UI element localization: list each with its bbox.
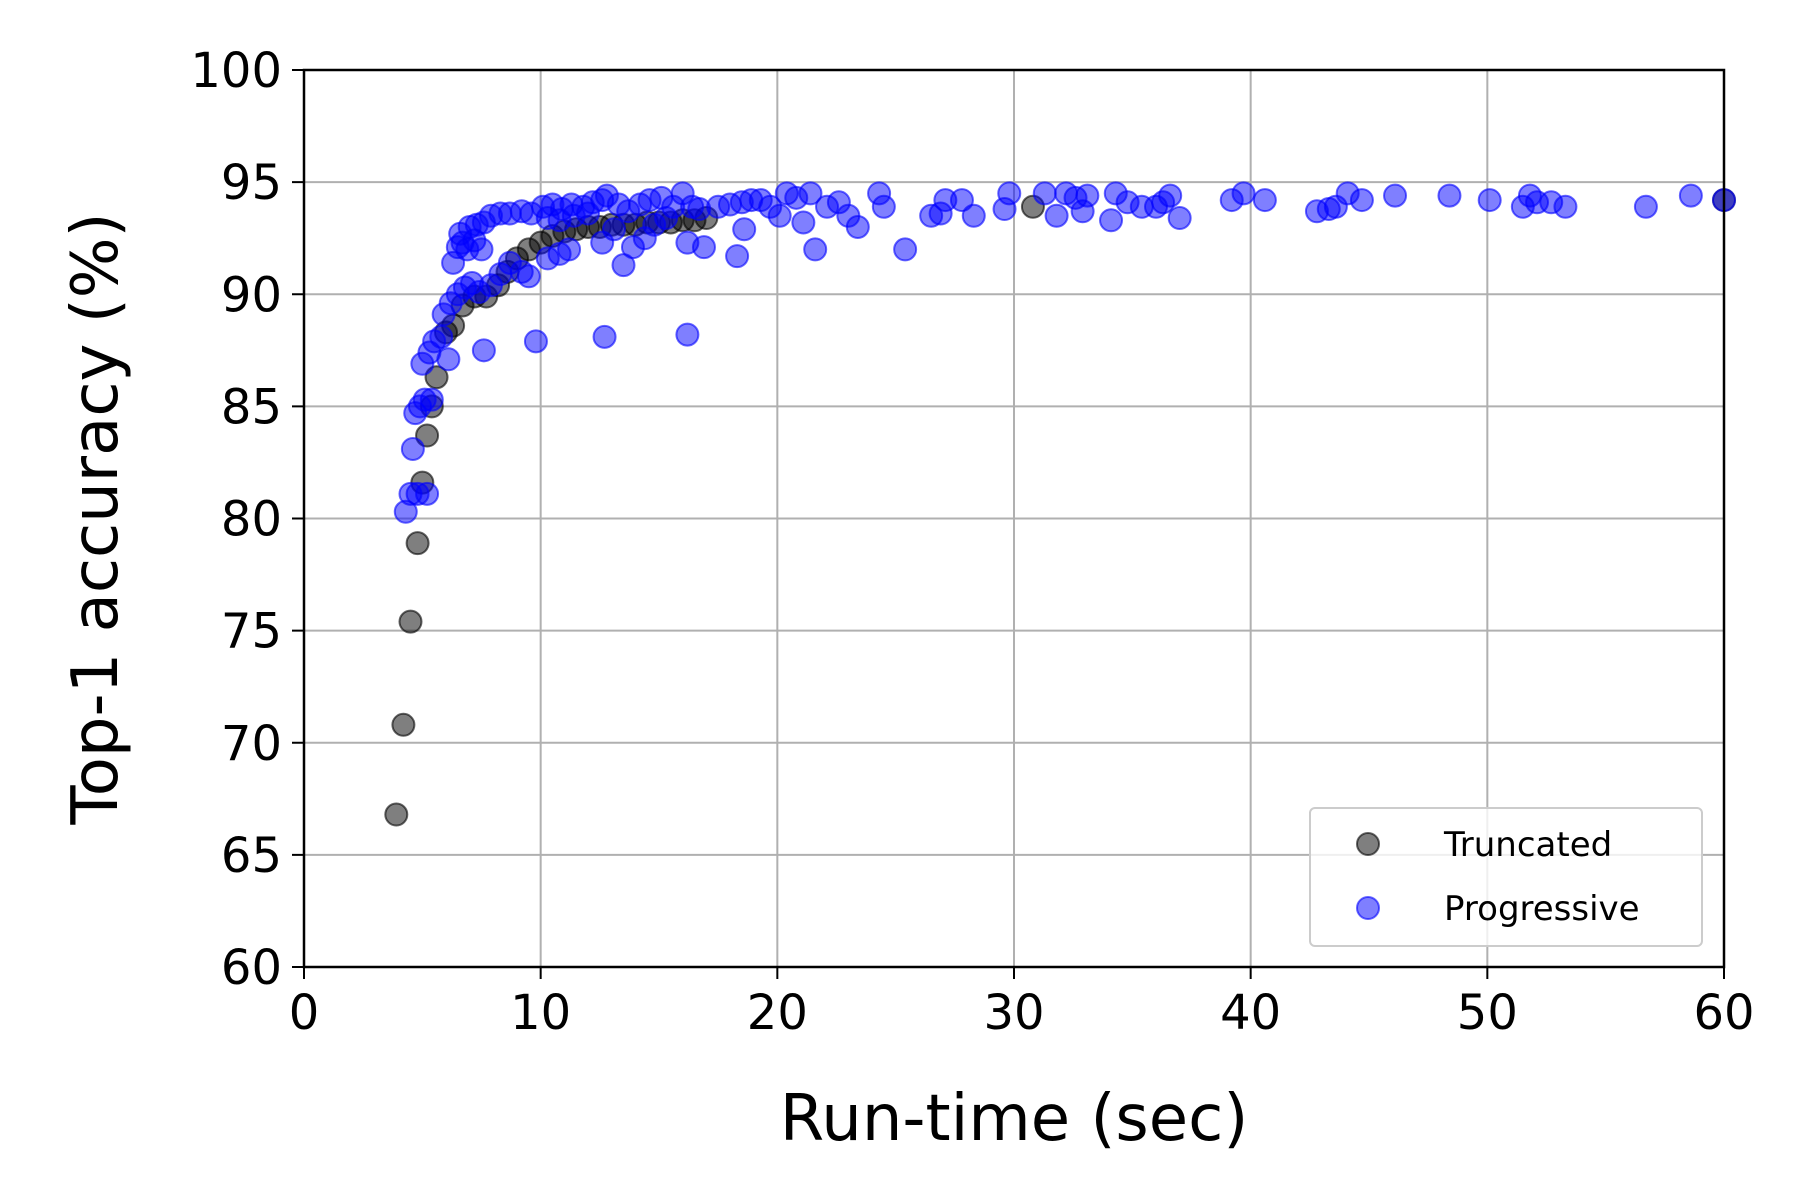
axis-ticks: 0 10 20 30 40 50 60 60 65 70 75 80 85 90 95 100 <box>190 43 1754 1041</box>
point-truncated <box>384 802 409 827</box>
point-progressive <box>576 201 600 226</box>
point-progressive <box>602 217 627 242</box>
legend-marker-truncated <box>1356 832 1380 856</box>
y-tick-label: 85 <box>221 379 282 435</box>
point-progressive <box>961 203 986 228</box>
x-tick-label: 0 <box>289 985 320 1041</box>
point-progressive <box>1678 183 1703 208</box>
point-progressive <box>592 324 617 349</box>
y-tick-label: 100 <box>190 43 282 99</box>
point-progressive <box>1252 188 1277 213</box>
point-progressive <box>1633 194 1658 219</box>
y-tick-label: 90 <box>221 267 282 323</box>
data-points <box>384 181 1736 827</box>
x-tick-label: 20 <box>747 985 808 1041</box>
x-tick-label: 50 <box>1457 985 1518 1041</box>
point-progressive <box>419 387 444 412</box>
point-progressive <box>803 237 828 262</box>
point-progressive <box>997 181 1022 206</box>
point-truncated <box>398 609 423 634</box>
point-progressive <box>675 322 700 347</box>
point-progressive <box>1099 208 1124 233</box>
point-progressive <box>557 237 582 262</box>
y-tick-label: 80 <box>221 492 282 548</box>
point-progressive <box>1032 181 1057 206</box>
point-progressive <box>1158 183 1183 208</box>
x-axis-label: Run-time (sec) <box>780 1082 1249 1156</box>
point-progressive <box>654 206 679 231</box>
point-progressive <box>1553 194 1578 219</box>
x-tick-label: 10 <box>510 985 571 1041</box>
y-axis-label: Top-1 accuracy (%) <box>59 213 133 826</box>
point-progressive <box>691 235 716 260</box>
y-tick-label: 60 <box>221 940 282 996</box>
point-progressive <box>791 210 816 235</box>
point-progressive <box>1349 188 1374 213</box>
legend: Truncated Progressive <box>1309 807 1703 947</box>
point-progressive <box>436 347 461 372</box>
y-tick-label: 75 <box>221 604 282 660</box>
legend-label-progressive: Progressive <box>1444 889 1640 929</box>
y-tick-label: 65 <box>221 828 282 884</box>
legend-marker-progressive <box>1356 896 1380 920</box>
point-progressive <box>949 188 974 213</box>
x-tick-label: 40 <box>1220 985 1281 1041</box>
y-tick-label: 95 <box>221 155 282 211</box>
point-progressive <box>1167 206 1192 231</box>
x-tick-label: 60 <box>1693 985 1754 1041</box>
x-tick-label: 30 <box>983 985 1044 1041</box>
point-truncated <box>405 531 430 556</box>
point-progressive <box>1477 188 1502 213</box>
legend-label-truncated: Truncated <box>1443 825 1612 865</box>
point-progressive <box>732 217 757 242</box>
point-progressive <box>893 237 918 262</box>
point-progressive <box>725 244 750 269</box>
grid-lines <box>304 70 1724 967</box>
legend-box <box>1309 807 1703 947</box>
point-progressive <box>845 214 870 239</box>
point-progressive <box>516 264 541 289</box>
point-progressive <box>471 338 496 363</box>
point-progressive <box>1044 203 1069 228</box>
point-truncated <box>391 712 416 737</box>
point-progressive <box>429 324 454 349</box>
point-progressive <box>798 181 823 206</box>
point-progressive <box>1383 183 1408 208</box>
point-progressive <box>1437 183 1462 208</box>
point-progressive <box>415 481 440 506</box>
point-progressive <box>400 436 425 461</box>
y-tick-label: 70 <box>221 716 282 772</box>
point-progressive <box>469 237 494 262</box>
point-progressive <box>1231 181 1256 206</box>
point-progressive <box>871 194 896 219</box>
point-progressive <box>523 329 548 354</box>
point-progressive <box>767 203 792 228</box>
point-progressive <box>1075 183 1100 208</box>
